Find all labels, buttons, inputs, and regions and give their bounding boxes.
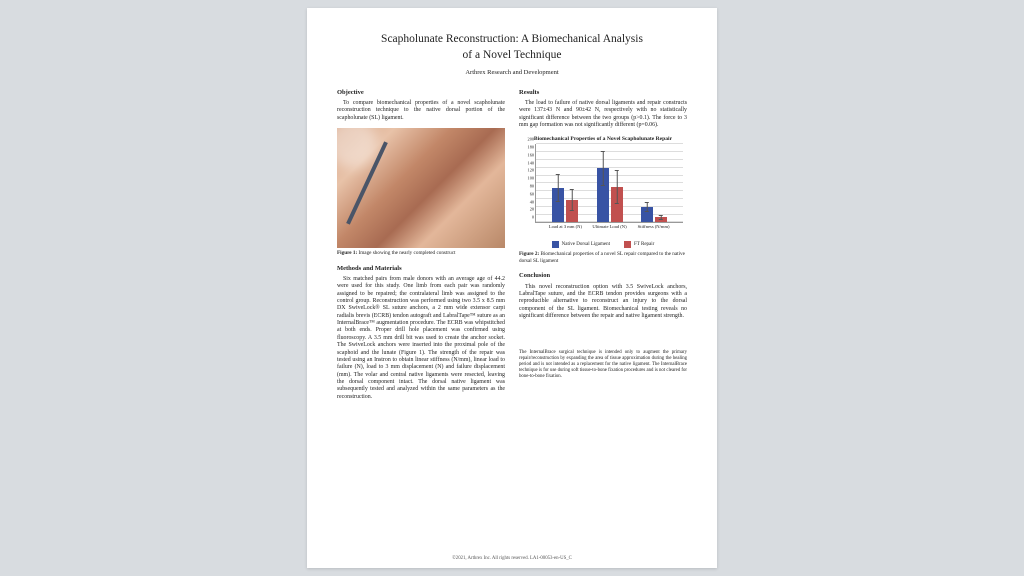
results-body: The load to failure of native dorsal lig…: [519, 100, 687, 130]
figure1-highlight: [337, 128, 377, 168]
legend-label-native: Native Dorsal Ligament: [562, 242, 610, 248]
y-tick-label: 160: [528, 152, 534, 157]
x-tick-label: Ultimate Load (N): [592, 224, 626, 230]
legend-swatch-native: [552, 241, 559, 248]
y-tick-label: 80: [530, 183, 534, 188]
left-column: Objective To compare biomechanical prope…: [337, 89, 505, 407]
y-tick-label: 0: [532, 214, 534, 219]
results-heading: Results: [519, 89, 687, 97]
bar-group: [595, 168, 625, 222]
disclaimer-text: The InternalBrace surgical technique is …: [519, 350, 687, 380]
figure1-caption-text: Image showing the nearly completed const…: [357, 250, 455, 256]
conclusion-body: This novel reconstruction option with 3.…: [519, 284, 687, 321]
figure1-caption: Figure 1: Image showing the nearly compl…: [337, 250, 505, 257]
bar-group: [639, 207, 669, 223]
bar: [552, 188, 564, 223]
figure2-caption: Figure 2: Biomechanical properties of a …: [519, 251, 687, 264]
y-tick-label: 140: [528, 160, 534, 165]
y-tick-label: 180: [528, 144, 534, 149]
figure2-caption-text: Biomechanical properties of a novel SL r…: [519, 251, 685, 264]
bar: [641, 207, 653, 223]
y-tick-label: 200: [528, 136, 534, 141]
conclusion-heading: Conclusion: [519, 272, 687, 280]
y-tick-label: 120: [528, 168, 534, 173]
legend-item-native: Native Dorsal Ligament: [552, 241, 610, 248]
title-line2: of a Novel Technique: [337, 48, 687, 62]
author-line: Arthrex Research and Development: [337, 69, 687, 77]
bar: [611, 187, 623, 223]
y-tick-label: 20: [530, 207, 534, 212]
chart-title: Biomechanical Properties of a Novel Scap…: [519, 136, 687, 143]
figure1-caption-label: Figure 1:: [337, 250, 357, 256]
y-tick-label: 100: [528, 175, 534, 180]
x-tick-label: Load at 3 mm (N): [549, 224, 582, 230]
objective-body: To compare biomechanical properties of a…: [337, 100, 505, 122]
bar-chart: 020406080100120140160180200Load at 3 mm …: [519, 144, 687, 239]
methods-body: Six matched pairs from male donors with …: [337, 276, 505, 401]
legend-swatch-repair: [624, 241, 631, 248]
right-column: Results The load to failure of native do…: [519, 89, 687, 407]
page-footer: ©2021, Arthrex Inc. All rights reserved.…: [307, 556, 717, 562]
y-tick-label: 60: [530, 191, 534, 196]
figure1-image: [337, 128, 505, 248]
two-column-layout: Objective To compare biomechanical prope…: [337, 89, 687, 407]
document-page: Scapholunate Reconstruction: A Biomechan…: [307, 8, 717, 568]
bar: [566, 200, 578, 223]
y-tick-label: 40: [530, 199, 534, 204]
legend-label-repair: FT Repair: [634, 242, 654, 248]
legend-item-repair: FT Repair: [624, 241, 654, 248]
title-line1: Scapholunate Reconstruction: A Biomechan…: [337, 32, 687, 46]
bar: [597, 168, 609, 222]
chart-plot-area: 020406080100120140160180200Load at 3 mm …: [535, 144, 683, 223]
chart-legend: Native Dorsal Ligament FT Repair: [519, 241, 687, 248]
objective-heading: Objective: [337, 89, 505, 97]
figure2-caption-label: Figure 2:: [519, 251, 539, 257]
bar-group: [550, 188, 580, 223]
bar: [655, 217, 667, 223]
methods-heading: Methods and Materials: [337, 265, 505, 273]
x-tick-label: Stiffness (N/mm): [638, 224, 670, 230]
